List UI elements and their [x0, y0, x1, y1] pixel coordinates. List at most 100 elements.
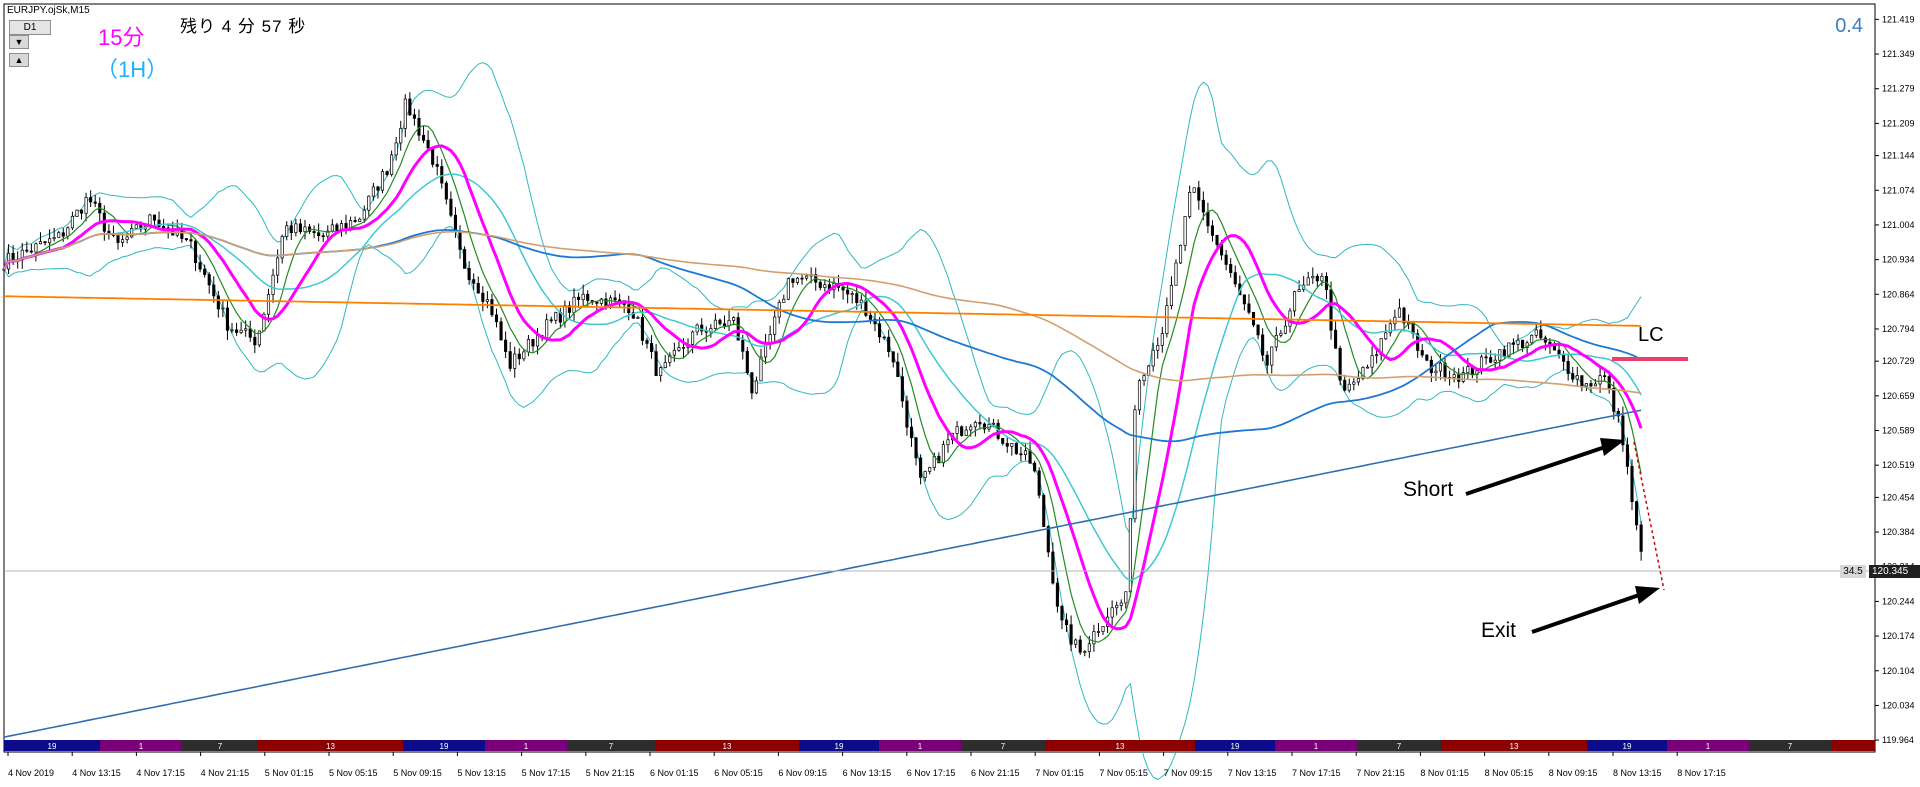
- candle: [1334, 321, 1338, 349]
- candle: [358, 217, 362, 223]
- timeframe-up-button[interactable]: ▲: [9, 53, 29, 67]
- candle: [795, 276, 800, 285]
- candle: [1352, 378, 1356, 391]
- session-segment: 1: [1667, 740, 1749, 751]
- price-axis[interactable]: 121.419 121.349 121.279 121.209 121.144 121.0…: [1875, 14, 1915, 745]
- session-segment: 1: [879, 740, 961, 751]
- svg-text:7: 7: [1397, 742, 1402, 751]
- candle: [909, 418, 914, 447]
- candle: [668, 352, 672, 367]
- candle: [212, 276, 216, 303]
- session-segment: [1831, 740, 1875, 751]
- candle: [385, 170, 389, 177]
- time-tick-label: 7 Nov 01:15: [1035, 768, 1084, 778]
- candle: [1302, 276, 1306, 292]
- candle: [581, 284, 585, 307]
- candle: [1338, 345, 1342, 386]
- lc-label: LC: [1638, 324, 1664, 346]
- candle: [426, 130, 430, 149]
- time-tick-label: 4 Nov 21:15: [201, 768, 250, 778]
- timeframe-button[interactable]: D1: [9, 20, 51, 35]
- candle: [52, 227, 56, 242]
- candle: [307, 223, 312, 235]
- candle: [750, 372, 754, 400]
- time-axis[interactable]: 4 Nov 2019 4 Nov 13:15 4 Nov 17:15 4 Nov 21…: [7, 752, 1726, 778]
- candle: [800, 274, 804, 285]
- timeframe-15-label: 15分: [98, 25, 145, 50]
- candle: [1635, 500, 1639, 531]
- candle: [900, 367, 904, 408]
- session-segment: 19: [799, 740, 879, 751]
- candle: [440, 159, 444, 189]
- candle: [362, 205, 366, 223]
- candle: [1137, 379, 1142, 415]
- candle: [613, 290, 617, 303]
- candle: [276, 249, 280, 284]
- plot-frame: [3, 3, 1876, 753]
- candle: [973, 420, 977, 437]
- candle: [248, 320, 252, 342]
- timeframe-down-button[interactable]: ▼: [9, 35, 29, 49]
- candle: [1434, 364, 1438, 381]
- candle: [1037, 467, 1041, 499]
- candle: [353, 216, 357, 223]
- short-label: Short: [1403, 478, 1454, 501]
- svg-text:7: 7: [1001, 742, 1006, 751]
- candle: [476, 276, 480, 294]
- bollinger-lower: [3, 226, 1642, 781]
- ma-tan-line: [3, 231, 1642, 394]
- candle: [285, 221, 289, 241]
- candle: [48, 229, 52, 252]
- candle: [289, 220, 293, 241]
- candle: [1229, 258, 1233, 278]
- svg-text:1: 1: [918, 742, 923, 751]
- candle: [435, 155, 439, 176]
- session-segment: 13: [1045, 740, 1195, 751]
- candle: [1124, 591, 1128, 609]
- time-tick-label: 8 Nov 01:15: [1420, 768, 1469, 778]
- session-segment: 7: [961, 740, 1045, 751]
- candle: [38, 232, 43, 245]
- time-tick-label: 7 Nov 21:15: [1356, 768, 1405, 778]
- candle: [727, 310, 731, 332]
- candle: [1160, 326, 1164, 353]
- candle: [1201, 191, 1205, 221]
- candle: [1042, 493, 1046, 527]
- candle: [298, 218, 302, 235]
- candle: [371, 182, 375, 201]
- candle: [207, 272, 211, 294]
- candle: [955, 421, 959, 440]
- candle: [522, 349, 526, 362]
- candle: [1315, 273, 1319, 287]
- time-tick-label: 6 Nov 05:15: [714, 768, 763, 778]
- candle: [846, 282, 850, 304]
- time-tick-label: 4 Nov 13:15: [72, 768, 121, 778]
- candle: [339, 220, 344, 237]
- session-bar: 19 1 7 13 19 1 7 13 19 1 7 13 19 1 7 13 19 1 7: [4, 740, 1875, 751]
- candle: [1005, 437, 1009, 453]
- session-segment: 7: [1749, 740, 1831, 751]
- candle: [718, 318, 722, 326]
- candle: [1416, 329, 1420, 358]
- price-tick-label: 121.209: [1882, 118, 1915, 128]
- candle: [134, 224, 138, 230]
- candle: [1516, 334, 1520, 351]
- candle: [1064, 613, 1069, 632]
- timeframe-1h-label: （1H）: [96, 57, 169, 82]
- candle: [431, 146, 435, 168]
- candle: [1206, 202, 1210, 234]
- candle: [25, 241, 29, 253]
- candle: [444, 180, 448, 205]
- time-tick-label: 5 Nov 17:15: [522, 768, 571, 778]
- session-segment: 1: [100, 740, 182, 751]
- candle: [1128, 518, 1132, 597]
- candle: [1484, 348, 1488, 365]
- price-tick-label: 120.794: [1882, 324, 1915, 334]
- candle: [636, 315, 640, 319]
- ma-cyan-line: [3, 173, 1642, 582]
- price-tick-label: 120.174: [1882, 631, 1915, 641]
- svg-text:13: 13: [326, 742, 335, 751]
- svg-text:1: 1: [1314, 742, 1319, 751]
